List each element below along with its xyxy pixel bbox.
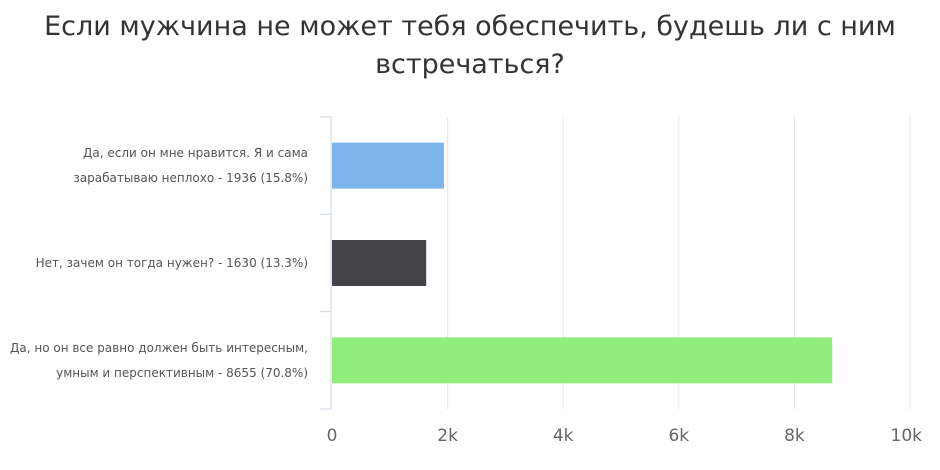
chart-title-line-1: Если мужчина не может тебя обеспечить, б… <box>44 11 896 42</box>
category-axis <box>320 116 332 410</box>
x-tick-label: 6k <box>668 426 689 446</box>
x-tick-label: 10k <box>891 426 923 446</box>
bar-0[interactable] <box>332 142 444 189</box>
bars <box>332 142 833 384</box>
category-label-1: Нет, зачем он тогда нужен? - 1630 (13.3%… <box>36 256 308 270</box>
category-label-line: умным и перспективным - 8655 (70.8%) <box>56 366 308 380</box>
category-label-2: Да, но он все равно должен быть интересн… <box>10 341 308 380</box>
category-label-line: Да, если он мне нравится. Я и сама <box>83 146 308 160</box>
x-tick-label: 0 <box>327 426 338 446</box>
category-label-0: Да, если он мне нравится. Я и сама зараба… <box>73 146 308 185</box>
x-tick-label: 2k <box>437 426 458 446</box>
bar-2[interactable] <box>332 337 833 384</box>
x-tick-label: 4k <box>553 426 574 446</box>
chart-title: Если мужчина не может тебя обеспечить, б… <box>0 8 940 84</box>
category-labels: Да, если он мне нравится. Я и сама зараба… <box>10 146 308 380</box>
category-label-line: Да, но он все равно должен быть интересн… <box>10 341 308 355</box>
category-label-line: зарабатываю неплохо - 1936 (15.8%) <box>73 171 308 185</box>
chart-title-line-2: встречаться? <box>375 49 565 80</box>
x-axis-ticks: 0 2k 4k 6k 8k 10k <box>327 426 923 446</box>
x-tick-label: 8k <box>784 426 805 446</box>
category-label-line: Нет, зачем он тогда нужен? - 1630 (13.3%… <box>36 256 308 270</box>
bar-1[interactable] <box>332 240 427 286</box>
